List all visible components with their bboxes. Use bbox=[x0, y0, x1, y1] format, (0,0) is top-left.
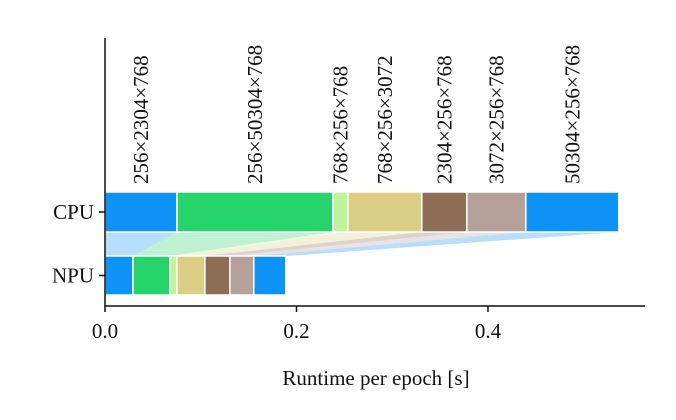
segment-label: 3072×256×768 bbox=[484, 55, 508, 184]
x-tick-label: 0.4 bbox=[475, 319, 502, 343]
x-tick-label: 0.0 bbox=[92, 319, 118, 343]
bar-segment bbox=[332, 191, 349, 233]
bar-segment bbox=[104, 255, 134, 296]
connector bbox=[169, 232, 348, 256]
bar-segment bbox=[525, 191, 620, 233]
bar-segment bbox=[466, 191, 527, 233]
segment-label: 256×2304×768 bbox=[129, 55, 153, 184]
bar-segment bbox=[229, 255, 255, 296]
segment-label: 256×50304×768 bbox=[243, 45, 267, 184]
bar-segment bbox=[176, 255, 206, 296]
connector bbox=[204, 232, 467, 256]
segment-label: 50304×256×768 bbox=[560, 45, 584, 184]
x-axis-label: Runtime per epoch [s] bbox=[282, 366, 469, 390]
connector bbox=[176, 232, 422, 256]
bar-segment bbox=[132, 255, 171, 296]
connector bbox=[132, 232, 333, 256]
connector bbox=[253, 232, 619, 256]
segment-label: 2304×256×768 bbox=[432, 55, 456, 184]
connector bbox=[105, 232, 177, 256]
bar-segment bbox=[204, 255, 231, 296]
bar-segment bbox=[169, 255, 178, 296]
bar-segment bbox=[347, 191, 423, 233]
x-tick-label: 0.2 bbox=[283, 319, 309, 343]
bar-segment bbox=[421, 191, 468, 233]
segment-label: 768×256×3072 bbox=[373, 55, 397, 184]
bar-segment bbox=[104, 191, 178, 233]
y-tick-label: CPU bbox=[53, 200, 94, 224]
bar-segment bbox=[176, 191, 334, 233]
bar-segment bbox=[253, 255, 287, 296]
y-tick-label: NPU bbox=[52, 264, 94, 288]
segment-label: 768×256×768 bbox=[328, 66, 352, 184]
connector bbox=[229, 232, 526, 256]
